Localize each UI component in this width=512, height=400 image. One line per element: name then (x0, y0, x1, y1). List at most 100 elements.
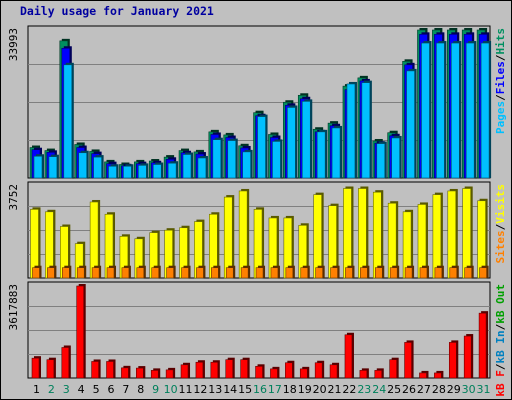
day-label-7: 7 (122, 383, 129, 396)
day-label-15: 15 (238, 383, 252, 396)
legend-item-files: Files (494, 61, 507, 94)
day-label-11: 11 (178, 383, 192, 396)
bar-sites-day-22 (345, 267, 353, 279)
day-label-25: 25 (387, 383, 401, 396)
bar-kbf-day-17 (270, 368, 278, 379)
day-label-17: 17 (268, 383, 282, 396)
bar-pages-day-10 (167, 162, 177, 179)
bar-kbf-day-3 (61, 347, 70, 379)
bar-sites-day-2 (47, 267, 55, 279)
day-label-23: 23 (357, 383, 371, 396)
bar-sites-day-5 (91, 267, 100, 279)
bar-pages-day-20 (316, 131, 326, 179)
bar-visits-day-24 (372, 191, 382, 279)
bar-pages-day-15 (242, 151, 251, 179)
day-label-4: 4 (78, 383, 85, 396)
bar-pages-day-23 (361, 82, 371, 179)
bar-sites-day-20 (315, 267, 323, 279)
bar-pages-day-26 (406, 70, 415, 179)
ymax-label-kbf-kbin-kbout: 3617883 (7, 284, 20, 330)
bar-sites-day-26 (404, 267, 413, 279)
bar-pages-day-29 (450, 42, 460, 179)
bar-pages-day-16 (257, 116, 266, 179)
bar-kbf-day-26 (404, 342, 412, 379)
bar-kbf-day-23 (359, 370, 368, 379)
legend-item-visits: Visits (494, 184, 507, 224)
bar-kbf-day-2 (46, 359, 55, 379)
bar-visits-day-28 (432, 194, 442, 279)
bar-visits-day-30 (462, 188, 471, 279)
bar-sites-day-17 (270, 267, 279, 279)
day-label-6: 6 (107, 383, 114, 396)
bar-visits-day-29 (447, 190, 457, 279)
bar-pages-day-9 (152, 164, 162, 179)
bar-sites-day-31 (479, 267, 487, 279)
day-label-10: 10 (164, 383, 178, 396)
day-label-8: 8 (137, 383, 144, 396)
bar-kbf-day-21 (329, 364, 338, 379)
chart-labels: 3399337523617883Pages/Files/HitsSites/Vi… (7, 28, 507, 397)
legend-item-pages: Pages (494, 101, 507, 134)
bar-visits-day-22 (343, 188, 352, 279)
bar-sites-day-29 (449, 267, 458, 279)
bar-kbf-day-20 (314, 362, 323, 379)
day-label-20: 20 (313, 383, 327, 396)
bar-kbf-day-12 (195, 361, 204, 379)
bar-kbf-day-4 (76, 285, 85, 379)
bar-pages-day-28 (436, 42, 445, 179)
bar-kbf-day-27 (419, 372, 427, 379)
bar-pages-day-25 (391, 137, 400, 179)
bar-kbf-day-7 (121, 367, 129, 379)
bar-visits-day-23 (358, 188, 367, 279)
chart-bars (29, 28, 492, 379)
bar-kbf-day-25 (389, 359, 397, 379)
legend-pages-files-hits: Pages/Files/Hits (494, 28, 507, 134)
bar-pages-day-18 (287, 107, 296, 179)
bar-kbf-day-29 (448, 342, 457, 379)
day-label-19: 19 (298, 383, 312, 396)
bar-kbf-day-13 (210, 361, 219, 379)
bar-sites-day-9 (151, 267, 160, 279)
ymax-label-pages-files-hits: 33993 (7, 28, 20, 61)
bar-visits-day-20 (313, 194, 322, 279)
bar-pages-day-2 (48, 156, 58, 179)
bar-pages-day-11 (182, 154, 192, 179)
bar-kbf-day-19 (299, 368, 308, 379)
legend-item-sites: Sites (494, 230, 507, 263)
bar-kbf-day-24 (374, 370, 383, 379)
bar-pages-day-19 (301, 101, 311, 179)
bar-sites-day-11 (181, 267, 189, 279)
bar-sites-day-14 (225, 267, 234, 279)
bar-sites-day-19 (300, 267, 309, 279)
bar-pages-day-1 (33, 155, 43, 179)
legend-kbf-kbin-kbout: kB F/kB In/kB Out (494, 284, 507, 397)
bar-pages-day-13 (212, 139, 222, 179)
bar-sites-day-16 (255, 267, 264, 279)
bar-sites-day-12 (196, 267, 204, 279)
bar-pages-day-21 (331, 127, 341, 179)
day-label-2: 2 (48, 383, 55, 396)
legend-item-sep: / (494, 323, 507, 330)
day-label-13: 13 (208, 383, 222, 396)
bar-sites-day-13 (211, 267, 219, 279)
bar-sites-day-18 (285, 267, 294, 279)
bar-pages-day-22 (346, 83, 356, 179)
legend-item-sep: / (494, 94, 507, 101)
bar-kbf-day-15 (240, 359, 248, 379)
bar-pages-day-27 (421, 42, 430, 179)
bar-kbf-day-1 (31, 357, 40, 379)
bar-pages-day-12 (197, 157, 207, 179)
bar-sites-day-27 (419, 267, 428, 279)
bar-kbf-day-18 (285, 362, 293, 379)
bar-pages-day-6 (108, 165, 117, 179)
bar-sites-day-21 (330, 267, 338, 279)
bar-pages-day-7 (123, 165, 132, 179)
legend-item-sep: / (494, 363, 507, 370)
day-label-28: 28 (432, 383, 446, 396)
day-label-3: 3 (63, 383, 70, 396)
bar-kbf-day-22 (344, 334, 353, 379)
day-label-26: 26 (402, 383, 416, 396)
bar-sites-day-4 (76, 267, 85, 279)
bar-pages-day-4 (78, 152, 88, 179)
